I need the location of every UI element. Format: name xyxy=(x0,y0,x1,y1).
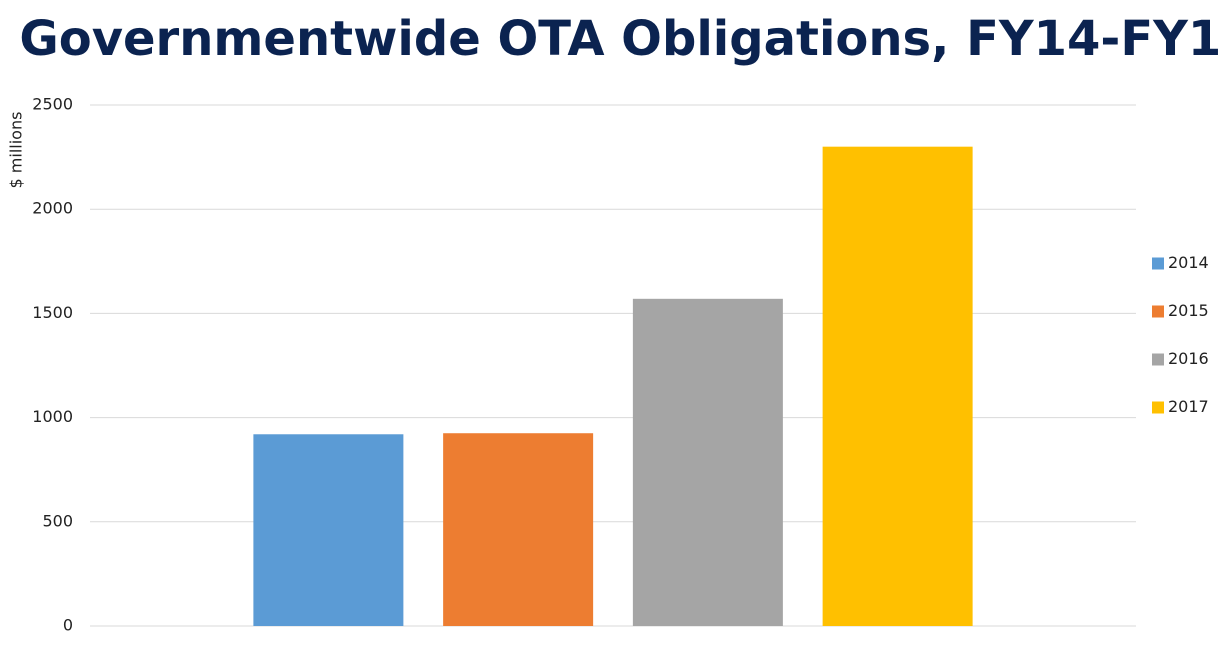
legend-swatch xyxy=(1152,305,1164,318)
y-tick-label: 500 xyxy=(42,511,73,530)
legend-label: 2014 xyxy=(1168,253,1209,272)
y-tick-label: 0 xyxy=(63,616,73,635)
y-tick-label: 1000 xyxy=(32,407,73,426)
y-axis-label: $ millions xyxy=(7,112,26,189)
y-tick-label: 2000 xyxy=(32,199,73,218)
bar xyxy=(632,298,783,626)
bar xyxy=(253,434,404,626)
legend-label: 2015 xyxy=(1168,301,1209,320)
legend-swatch xyxy=(1152,353,1164,366)
legend-swatch xyxy=(1152,401,1164,414)
bar xyxy=(443,433,594,626)
legend-swatch xyxy=(1152,257,1164,270)
legend-label: 2017 xyxy=(1168,397,1209,416)
legend-label: 2016 xyxy=(1168,349,1209,368)
y-tick-label: 1500 xyxy=(32,303,73,322)
chart-title: Governmentwide OTA Obligations, FY14-FY1… xyxy=(19,11,1223,67)
y-tick-label: 2500 xyxy=(32,95,73,114)
bar xyxy=(822,146,973,626)
